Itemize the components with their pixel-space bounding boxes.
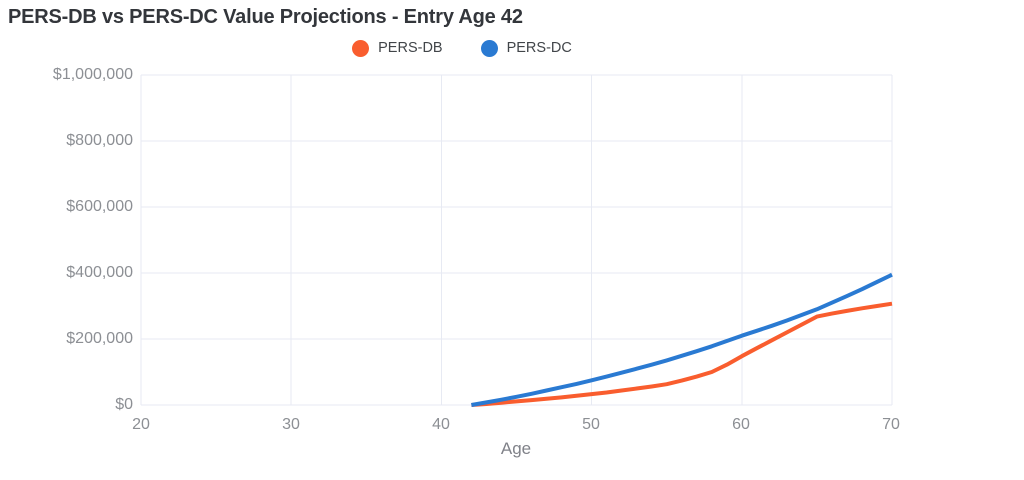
legend-item-pers-dc[interactable]: PERS-DC [480,39,572,57]
y-tick-label: $600,000 [66,198,133,215]
legend-dot-pers-db-icon [352,39,370,57]
x-tick-label: 20 [132,416,150,433]
x-tick-label: 70 [882,416,900,433]
y-tick-label: $1,000,000 [52,66,133,83]
chart-title: PERS-DB vs PERS-DC Value Projections - E… [8,6,523,28]
plot-area [140,74,893,407]
x-tick-label: 30 [282,416,300,433]
legend-item-pers-db[interactable]: PERS-DB [352,39,443,57]
y-tick-label: $200,000 [66,330,133,347]
series-line-pers-dc [471,272,893,407]
legend-label-pers-db: PERS-DB [378,40,443,56]
series-line-pers-db [471,301,893,407]
x-tick-label: 40 [432,416,450,433]
y-tick-label: $0 [115,396,133,413]
y-tick-label: $400,000 [66,264,133,281]
x-axis-title: Age [500,439,532,458]
x-tick-label: 60 [732,416,750,433]
y-tick-label: $800,000 [66,132,133,149]
legend-dot-pers-dc-icon [480,39,498,57]
legend-label-pers-dc: PERS-DC [506,40,572,56]
x-tick-label: 50 [582,416,600,433]
chart-legend: PERS-DB PERS-DC [0,36,924,60]
